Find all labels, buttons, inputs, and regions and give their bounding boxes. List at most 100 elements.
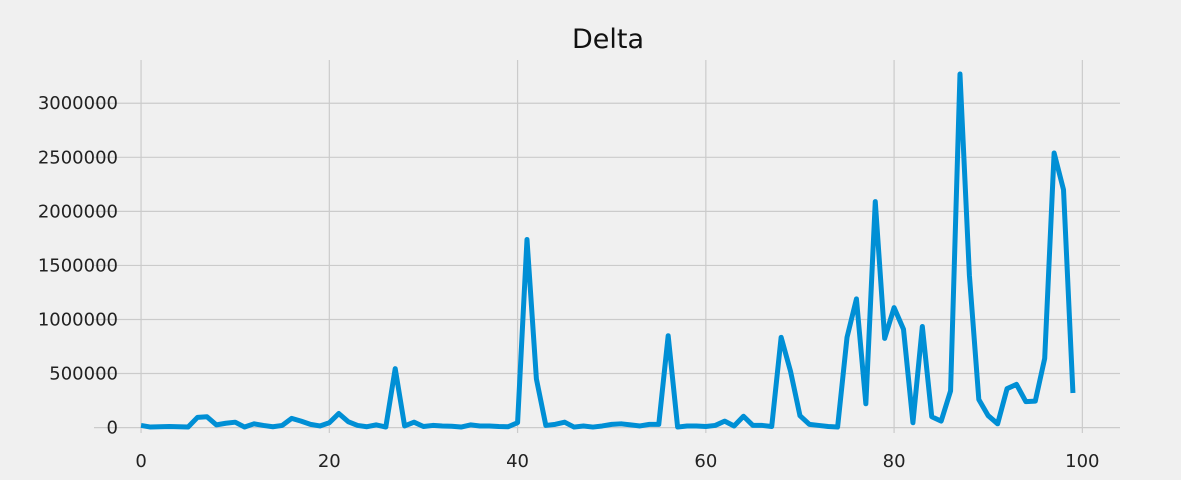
data-point-6 xyxy=(195,415,200,420)
data-point-10 xyxy=(233,420,238,425)
y-tick-label-6: 3000000 xyxy=(38,93,118,114)
data-point-57 xyxy=(675,425,680,430)
data-point-75 xyxy=(845,335,850,340)
data-point-41 xyxy=(524,237,529,242)
data-point-18 xyxy=(308,422,313,427)
data-point-83 xyxy=(920,324,925,329)
series-layer xyxy=(139,71,1076,430)
data-point-93 xyxy=(1014,382,1019,387)
x-tick-label-4: 80 xyxy=(883,451,906,472)
data-point-92 xyxy=(1005,386,1010,391)
data-point-32 xyxy=(440,423,445,428)
data-point-91 xyxy=(995,421,1000,426)
data-point-87 xyxy=(957,72,962,77)
data-point-65 xyxy=(750,423,755,428)
x-tick-label-0: 0 xyxy=(135,451,146,472)
data-point-24 xyxy=(364,424,369,429)
data-point-81 xyxy=(901,327,906,332)
data-point-63 xyxy=(732,423,737,428)
y-tick-label-2: 1000000 xyxy=(38,309,118,330)
data-point-29 xyxy=(412,420,417,425)
data-point-61 xyxy=(713,423,718,428)
data-point-34 xyxy=(459,425,464,430)
data-point-60 xyxy=(703,424,708,429)
data-point-45 xyxy=(562,420,567,425)
data-point-14 xyxy=(270,424,275,429)
data-point-37 xyxy=(487,423,492,428)
data-point-22 xyxy=(346,419,351,424)
data-point-47 xyxy=(581,423,586,428)
data-point-49 xyxy=(600,423,605,428)
data-point-15 xyxy=(280,423,285,428)
data-point-86 xyxy=(948,388,953,393)
data-point-95 xyxy=(1033,399,1038,404)
data-point-23 xyxy=(355,423,360,428)
data-point-12 xyxy=(252,421,257,426)
data-point-19 xyxy=(317,423,322,428)
data-point-52 xyxy=(628,422,633,427)
data-point-20 xyxy=(327,420,332,425)
data-point-59 xyxy=(694,423,699,428)
x-tick-label-3: 60 xyxy=(694,451,717,472)
data-point-8 xyxy=(214,422,219,427)
data-point-56 xyxy=(666,333,671,338)
data-point-97 xyxy=(1052,150,1057,155)
data-point-89 xyxy=(976,397,981,402)
data-point-82 xyxy=(910,420,915,425)
data-point-33 xyxy=(449,424,454,429)
data-point-27 xyxy=(393,366,398,371)
data-point-67 xyxy=(769,424,774,429)
data-point-17 xyxy=(299,419,304,424)
data-point-70 xyxy=(797,413,802,418)
data-point-39 xyxy=(506,424,511,429)
data-point-28 xyxy=(402,423,407,428)
y-tick-labels: 0 500000 1000000 1500000 2000000 2500000 30000… xyxy=(38,93,118,438)
data-point-31 xyxy=(430,423,435,428)
data-point-3 xyxy=(167,424,172,429)
data-point-94 xyxy=(1023,399,1028,404)
data-point-71 xyxy=(807,422,812,427)
data-point-73 xyxy=(826,424,831,429)
x-gridlines xyxy=(140,60,1083,433)
data-point-2 xyxy=(157,424,162,429)
data-point-90 xyxy=(986,413,991,418)
data-point-21 xyxy=(336,411,341,416)
data-point-58 xyxy=(685,423,690,428)
data-point-16 xyxy=(289,416,294,421)
data-point-99 xyxy=(1070,391,1075,396)
data-point-64 xyxy=(741,414,746,419)
data-point-42 xyxy=(534,376,539,381)
data-point-5 xyxy=(186,425,191,430)
data-point-74 xyxy=(835,425,840,430)
data-point-0 xyxy=(139,423,144,428)
data-point-53 xyxy=(637,423,642,428)
x-tick-label-2: 40 xyxy=(506,451,529,472)
y-tick-label-1: 500000 xyxy=(49,364,118,385)
data-point-98 xyxy=(1061,187,1066,192)
data-point-48 xyxy=(590,425,595,430)
x-tick-label-1: 20 xyxy=(318,451,341,472)
data-point-84 xyxy=(929,414,934,419)
y-tick-label-3: 1500000 xyxy=(38,255,118,276)
data-point-25 xyxy=(374,422,379,427)
data-point-44 xyxy=(553,422,558,427)
data-point-43 xyxy=(543,423,548,428)
series-line-0 xyxy=(140,71,1076,430)
data-point-96 xyxy=(1042,356,1047,361)
data-point-69 xyxy=(788,369,793,374)
data-point-30 xyxy=(421,424,426,429)
data-point-13 xyxy=(261,423,266,428)
x-tick-label-5: 100 xyxy=(1065,451,1099,472)
data-point-50 xyxy=(609,422,614,427)
data-point-40 xyxy=(515,420,520,425)
data-point-77 xyxy=(863,401,868,406)
x-tick-labels: 0 20 40 60 80 100 xyxy=(135,451,1099,472)
data-point-54 xyxy=(647,422,652,427)
chart-title: Delta xyxy=(572,24,644,55)
data-point-55 xyxy=(656,422,661,427)
data-point-38 xyxy=(496,424,501,429)
data-point-11 xyxy=(242,425,247,430)
y-tick-label-4: 2000000 xyxy=(38,201,118,222)
